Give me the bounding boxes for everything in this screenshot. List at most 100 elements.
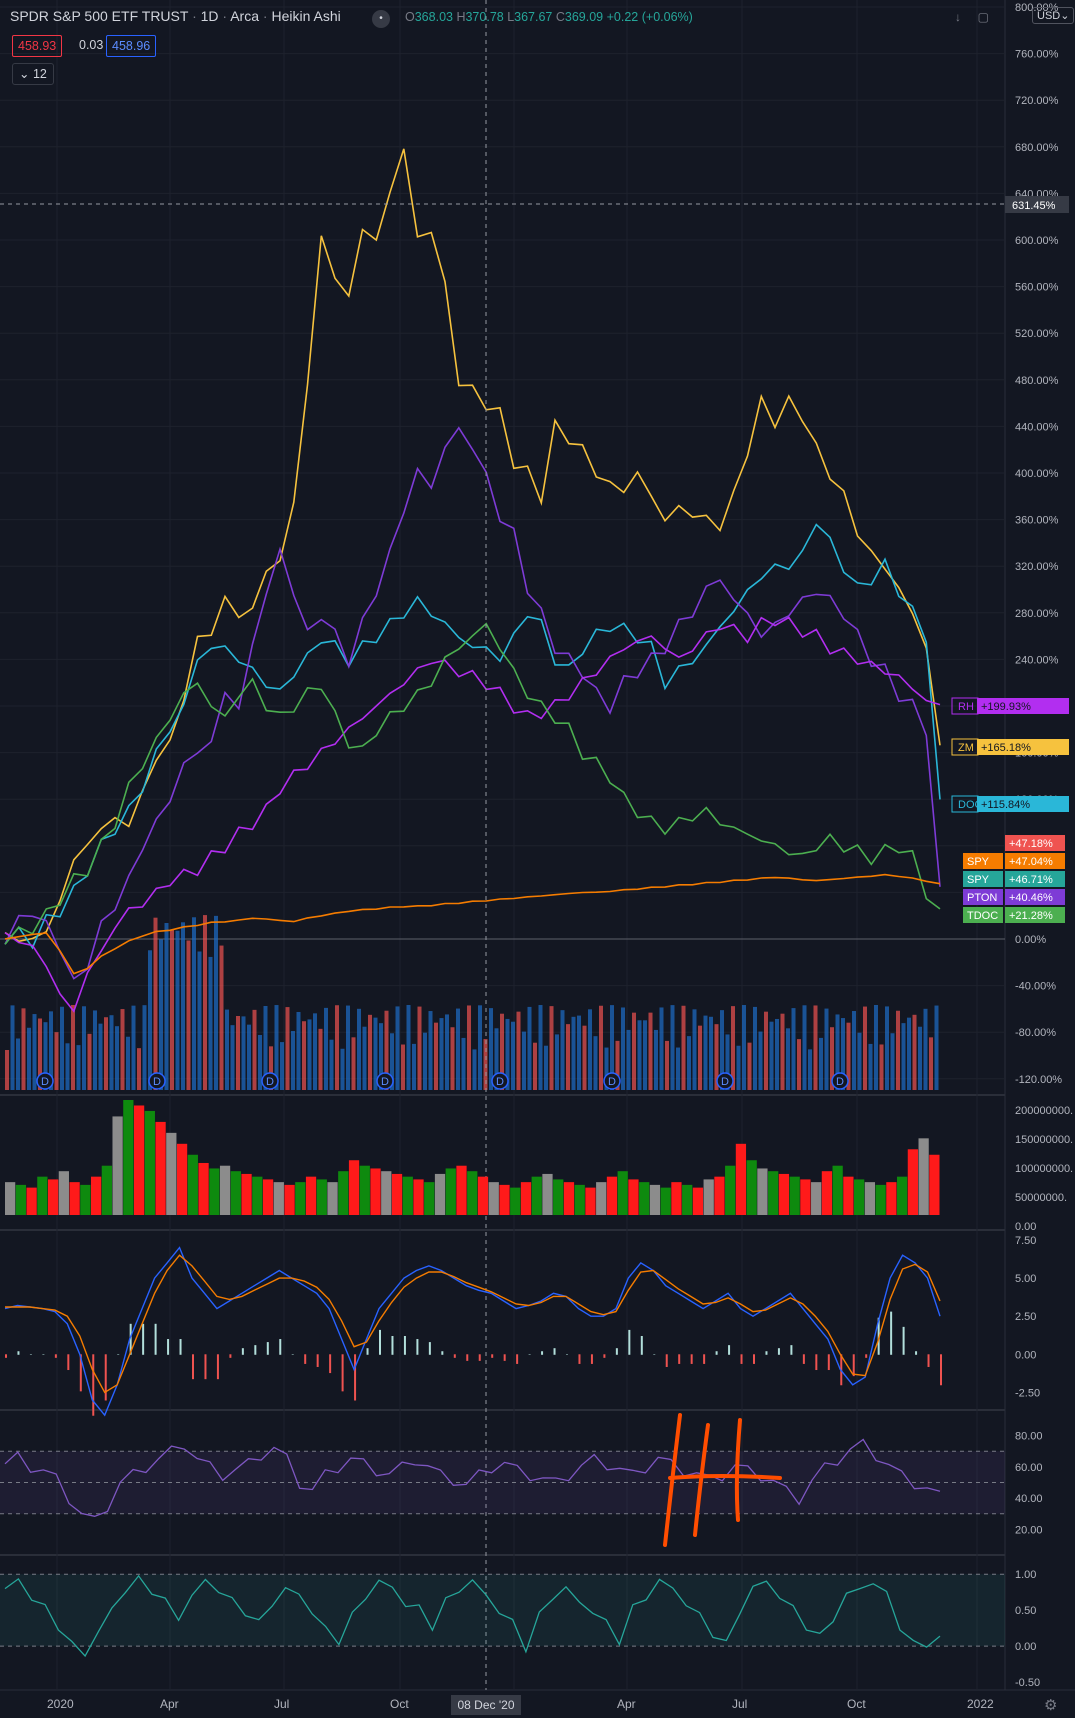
series-name-box — [951, 795, 979, 813]
price-volume-bar — [692, 1009, 697, 1090]
volume-bar — [778, 1173, 790, 1215]
hash-annotation-stroke — [663, 1413, 682, 1547]
macd-histogram-bar — [366, 1348, 369, 1355]
macd-histogram-bar — [890, 1311, 893, 1355]
macd-histogram-bar — [354, 1354, 357, 1401]
macd-histogram-bar — [391, 1336, 394, 1355]
macd-histogram-bar — [42, 1354, 45, 1355]
studies-toggle-button[interactable]: ⌄ 12 — [12, 63, 54, 85]
price-volume-bar — [104, 1017, 108, 1090]
volume-bar — [714, 1176, 725, 1215]
volume-bar — [510, 1187, 521, 1215]
price-volume-bar — [60, 1006, 64, 1090]
osc-axis-tick: 1.00 — [1015, 1569, 1036, 1581]
macd-histogram-bar — [117, 1354, 120, 1355]
chart-style-label[interactable]: Heikin Ashi — [271, 8, 341, 24]
macd-histogram-bar — [802, 1354, 805, 1364]
arrow-down-icon[interactable]: ↓ — [955, 10, 961, 24]
volume-bar — [69, 1182, 80, 1215]
price-volume-bar — [918, 1026, 922, 1090]
time-axis-tick: Jul — [732, 1697, 747, 1711]
volume-bar — [456, 1165, 467, 1215]
price-volume-bar — [588, 1009, 592, 1090]
macd-histogram-bar — [104, 1354, 107, 1401]
dividend-marker — [148, 1072, 166, 1090]
price-label-value: +47.04% — [1009, 856, 1053, 868]
volume-bar — [316, 1179, 327, 1215]
volume-bar — [553, 1179, 564, 1215]
price-label-name-bg — [963, 871, 1003, 887]
price-volume-bar — [164, 922, 169, 1090]
macd-axis-tick: 5.00 — [1015, 1273, 1036, 1285]
price-volume-bar — [626, 1029, 631, 1090]
series-value-badge-zm — [977, 739, 1069, 755]
price-volume-bar — [489, 1008, 493, 1090]
price-volume-bar — [241, 1016, 246, 1090]
series-line-docu — [4, 523, 941, 950]
price-volume-bar — [285, 1007, 290, 1090]
volume-bar — [166, 1132, 177, 1215]
macd-axis-tick: 0.00 — [1015, 1349, 1036, 1361]
price-volume-bar — [263, 1005, 268, 1090]
price-volume-bar — [703, 1015, 708, 1090]
price-volume-bar — [742, 1005, 746, 1090]
volume-axis-tick: 200000000. — [1015, 1105, 1073, 1117]
price-volume-bar — [379, 1023, 383, 1090]
series-line-tdoc — [4, 622, 941, 945]
price-volume-bar — [219, 945, 224, 1090]
volume-bar — [596, 1182, 607, 1215]
price-volume-bar — [802, 1005, 807, 1090]
price-axis-tick: 0.00% — [1015, 934, 1046, 946]
macd-histogram-bar — [279, 1339, 282, 1355]
volume-bar — [445, 1168, 456, 1215]
price-volume-bar — [93, 1010, 97, 1090]
macd-histogram-bar — [17, 1351, 20, 1355]
symbol-title[interactable]: SPDR S&P 500 ETF TRUST — [10, 8, 189, 24]
price-label-name: PTON — [967, 892, 997, 904]
ask-price-button[interactable]: 458.96 — [106, 35, 157, 57]
series-name-label: RH — [958, 701, 974, 713]
price-volume-bar — [373, 1017, 378, 1090]
maximize-pane-icon[interactable]: ▢ — [977, 10, 990, 24]
more-options-icon[interactable]: • — [372, 10, 390, 28]
price-volume-bar — [98, 1023, 103, 1090]
price-axis-tick: 360.00% — [1015, 515, 1059, 527]
price-volume-bar — [775, 1018, 779, 1090]
price-volume-bar — [318, 1028, 323, 1090]
gear-icon[interactable]: ⚙ — [1044, 1697, 1058, 1714]
price-volume-bar — [753, 1006, 757, 1090]
price-volume-bar — [192, 917, 196, 1090]
volume-bar — [413, 1179, 424, 1215]
volume-bar — [58, 1171, 69, 1215]
time-axis-tick: Oct — [390, 1697, 409, 1711]
price-volume-bar — [643, 1020, 647, 1090]
price-volume-bar — [731, 1006, 735, 1090]
dividend-marker — [491, 1072, 509, 1090]
price-volume-bar — [406, 1005, 411, 1090]
price-volume-bar — [445, 1014, 449, 1090]
macd-histogram-bar — [67, 1354, 70, 1371]
price-volume-bar — [390, 1033, 394, 1090]
price-volume-bar — [170, 929, 174, 1090]
volume-bar — [209, 1168, 220, 1215]
volume-bar — [187, 1154, 198, 1215]
price-volume-bar — [808, 1049, 812, 1090]
osc-axis-tick: 0.00 — [1015, 1641, 1036, 1653]
price-volume-bar — [82, 1006, 86, 1090]
volume-bar — [811, 1182, 822, 1215]
price-volume-bar — [461, 1037, 466, 1090]
price-volume-bar — [115, 1026, 119, 1090]
volume-bar — [746, 1160, 757, 1215]
volume-bar — [402, 1176, 413, 1215]
macd-histogram-bar — [753, 1354, 755, 1364]
macd-histogram-bar — [5, 1354, 7, 1358]
bid-price-button[interactable]: 458.93 — [12, 35, 63, 57]
interval-label[interactable]: 1D — [200, 8, 219, 24]
volume-bar — [252, 1176, 263, 1215]
currency-selector[interactable]: USD⌄ — [1032, 7, 1075, 24]
price-volume-bar — [912, 1014, 917, 1090]
price-volume-bar — [197, 951, 202, 1090]
volume-bar — [757, 1168, 768, 1215]
price-label-name-bg — [963, 907, 1003, 923]
